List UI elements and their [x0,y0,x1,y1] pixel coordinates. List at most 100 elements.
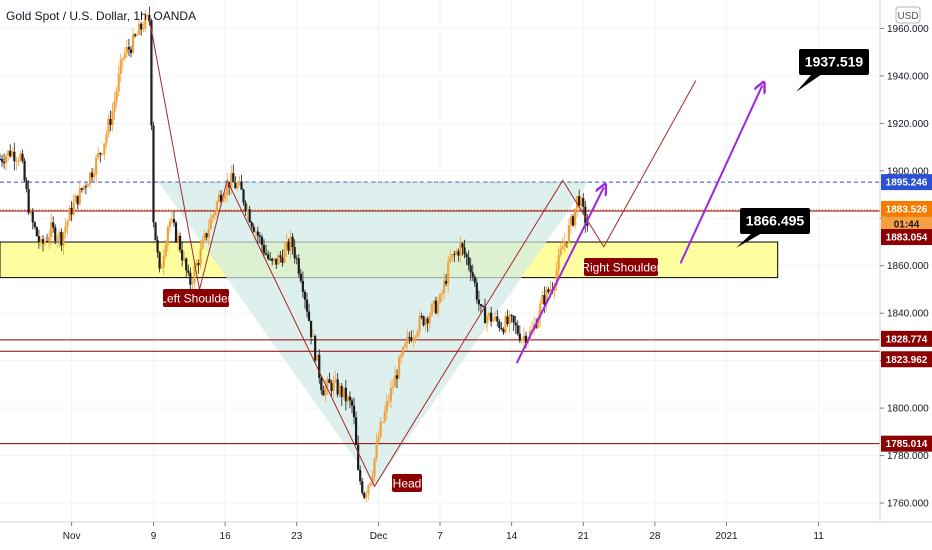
candle-body [549,289,552,293]
candle-body [303,291,307,300]
candle-body [129,49,133,54]
candle-body [41,239,45,244]
y-tick-label: 1800.000 [887,404,929,415]
candle-body [78,188,81,205]
candle-body [293,247,296,259]
y-tick-label: 1860.000 [887,261,929,272]
candle-body [174,222,178,242]
candle-body [213,211,216,216]
candle-body [330,383,333,392]
candle-body [379,422,382,437]
candle-body [383,411,386,422]
candle-body [258,235,262,237]
candle-body [246,209,249,212]
candle-body [438,294,442,303]
candle-body [582,197,585,207]
candle-body [70,207,73,215]
candle-body [520,339,523,341]
candle-body [547,289,550,293]
right-shoulder-text: Right Shoulder [581,261,660,275]
currency-button[interactable]: USD [895,6,921,24]
candle-body [136,34,139,36]
price-line-label: 1823.962 [886,355,928,366]
candle-body [467,257,470,266]
price-line-label: 1883.054 [886,233,928,244]
candle-body [510,315,513,317]
candle-body [76,195,79,205]
candle-body [11,151,14,157]
candle-body [148,15,151,21]
candle-body [254,231,257,233]
y-tick-label: 1920.000 [887,119,929,130]
price-line-label-bg [881,229,932,246]
time-axis[interactable]: Nov 9 16 23 Dec 7 14 21 28 2021 11 [63,522,824,542]
candle-body [152,125,155,223]
candle-body [195,262,198,267]
x-tick-label: 28 [649,531,661,542]
candle-body [418,316,421,332]
candle-body [494,316,497,320]
candle-body [95,157,98,175]
candle-body [244,202,247,212]
x-tick-label: 11 [813,531,824,542]
currency-label: USD [897,11,918,22]
candle-body [176,235,180,242]
candle-body [504,316,507,333]
candle-body [309,320,313,338]
candle-body [234,182,237,189]
candle-body [93,174,96,178]
candle-body [5,156,8,164]
candle-body [295,258,298,260]
x-tick-label: 2021 [715,531,738,542]
candle-body [424,318,427,326]
candle-body [166,227,169,246]
candle-body [393,375,397,388]
candle-body [483,306,487,324]
candle-body [518,333,521,341]
candle-body [279,255,282,258]
candle-body [391,387,395,389]
candle-body [410,337,413,341]
candle-body [240,181,243,190]
candle-body [434,300,438,314]
price-line-label: 1895.246 [886,178,928,189]
candle-body [39,239,43,243]
candle-body [316,354,319,361]
candle-body [350,400,354,406]
candle-body [27,189,30,213]
candle-body [287,241,290,251]
candle-body [557,254,560,270]
candle-body [178,235,182,251]
candle-body [56,239,59,241]
left-shoulder-label: Left Shoulder [160,289,232,307]
candle-body [138,23,141,35]
candle-body [459,243,462,256]
x-tick-label: 9 [151,531,157,542]
candle-body [193,266,196,283]
candle-body [404,343,407,348]
candle-body [232,173,235,183]
candle-body [369,482,372,486]
candle-body [205,233,208,238]
candle-body [322,390,325,396]
candle-body [576,196,579,209]
candle-body [334,379,337,382]
candle-body [146,15,149,17]
candle-body [221,198,225,202]
candle-body [189,272,192,285]
candle-body [422,316,425,326]
y-tick-label: 1960.000 [887,24,929,35]
candle-body [269,258,272,260]
candle-body [266,254,270,259]
candle-body [226,181,229,195]
countdown-bg [881,216,932,231]
candle-body [271,258,274,262]
candle-body [488,312,491,317]
candle-body [543,295,546,305]
candle-body [377,436,380,442]
candle-body [144,15,147,29]
right-shoulder-label: Right Shoulder [581,258,661,276]
candle-body [29,211,32,213]
candle-body [90,172,94,178]
candle-body [385,401,388,412]
